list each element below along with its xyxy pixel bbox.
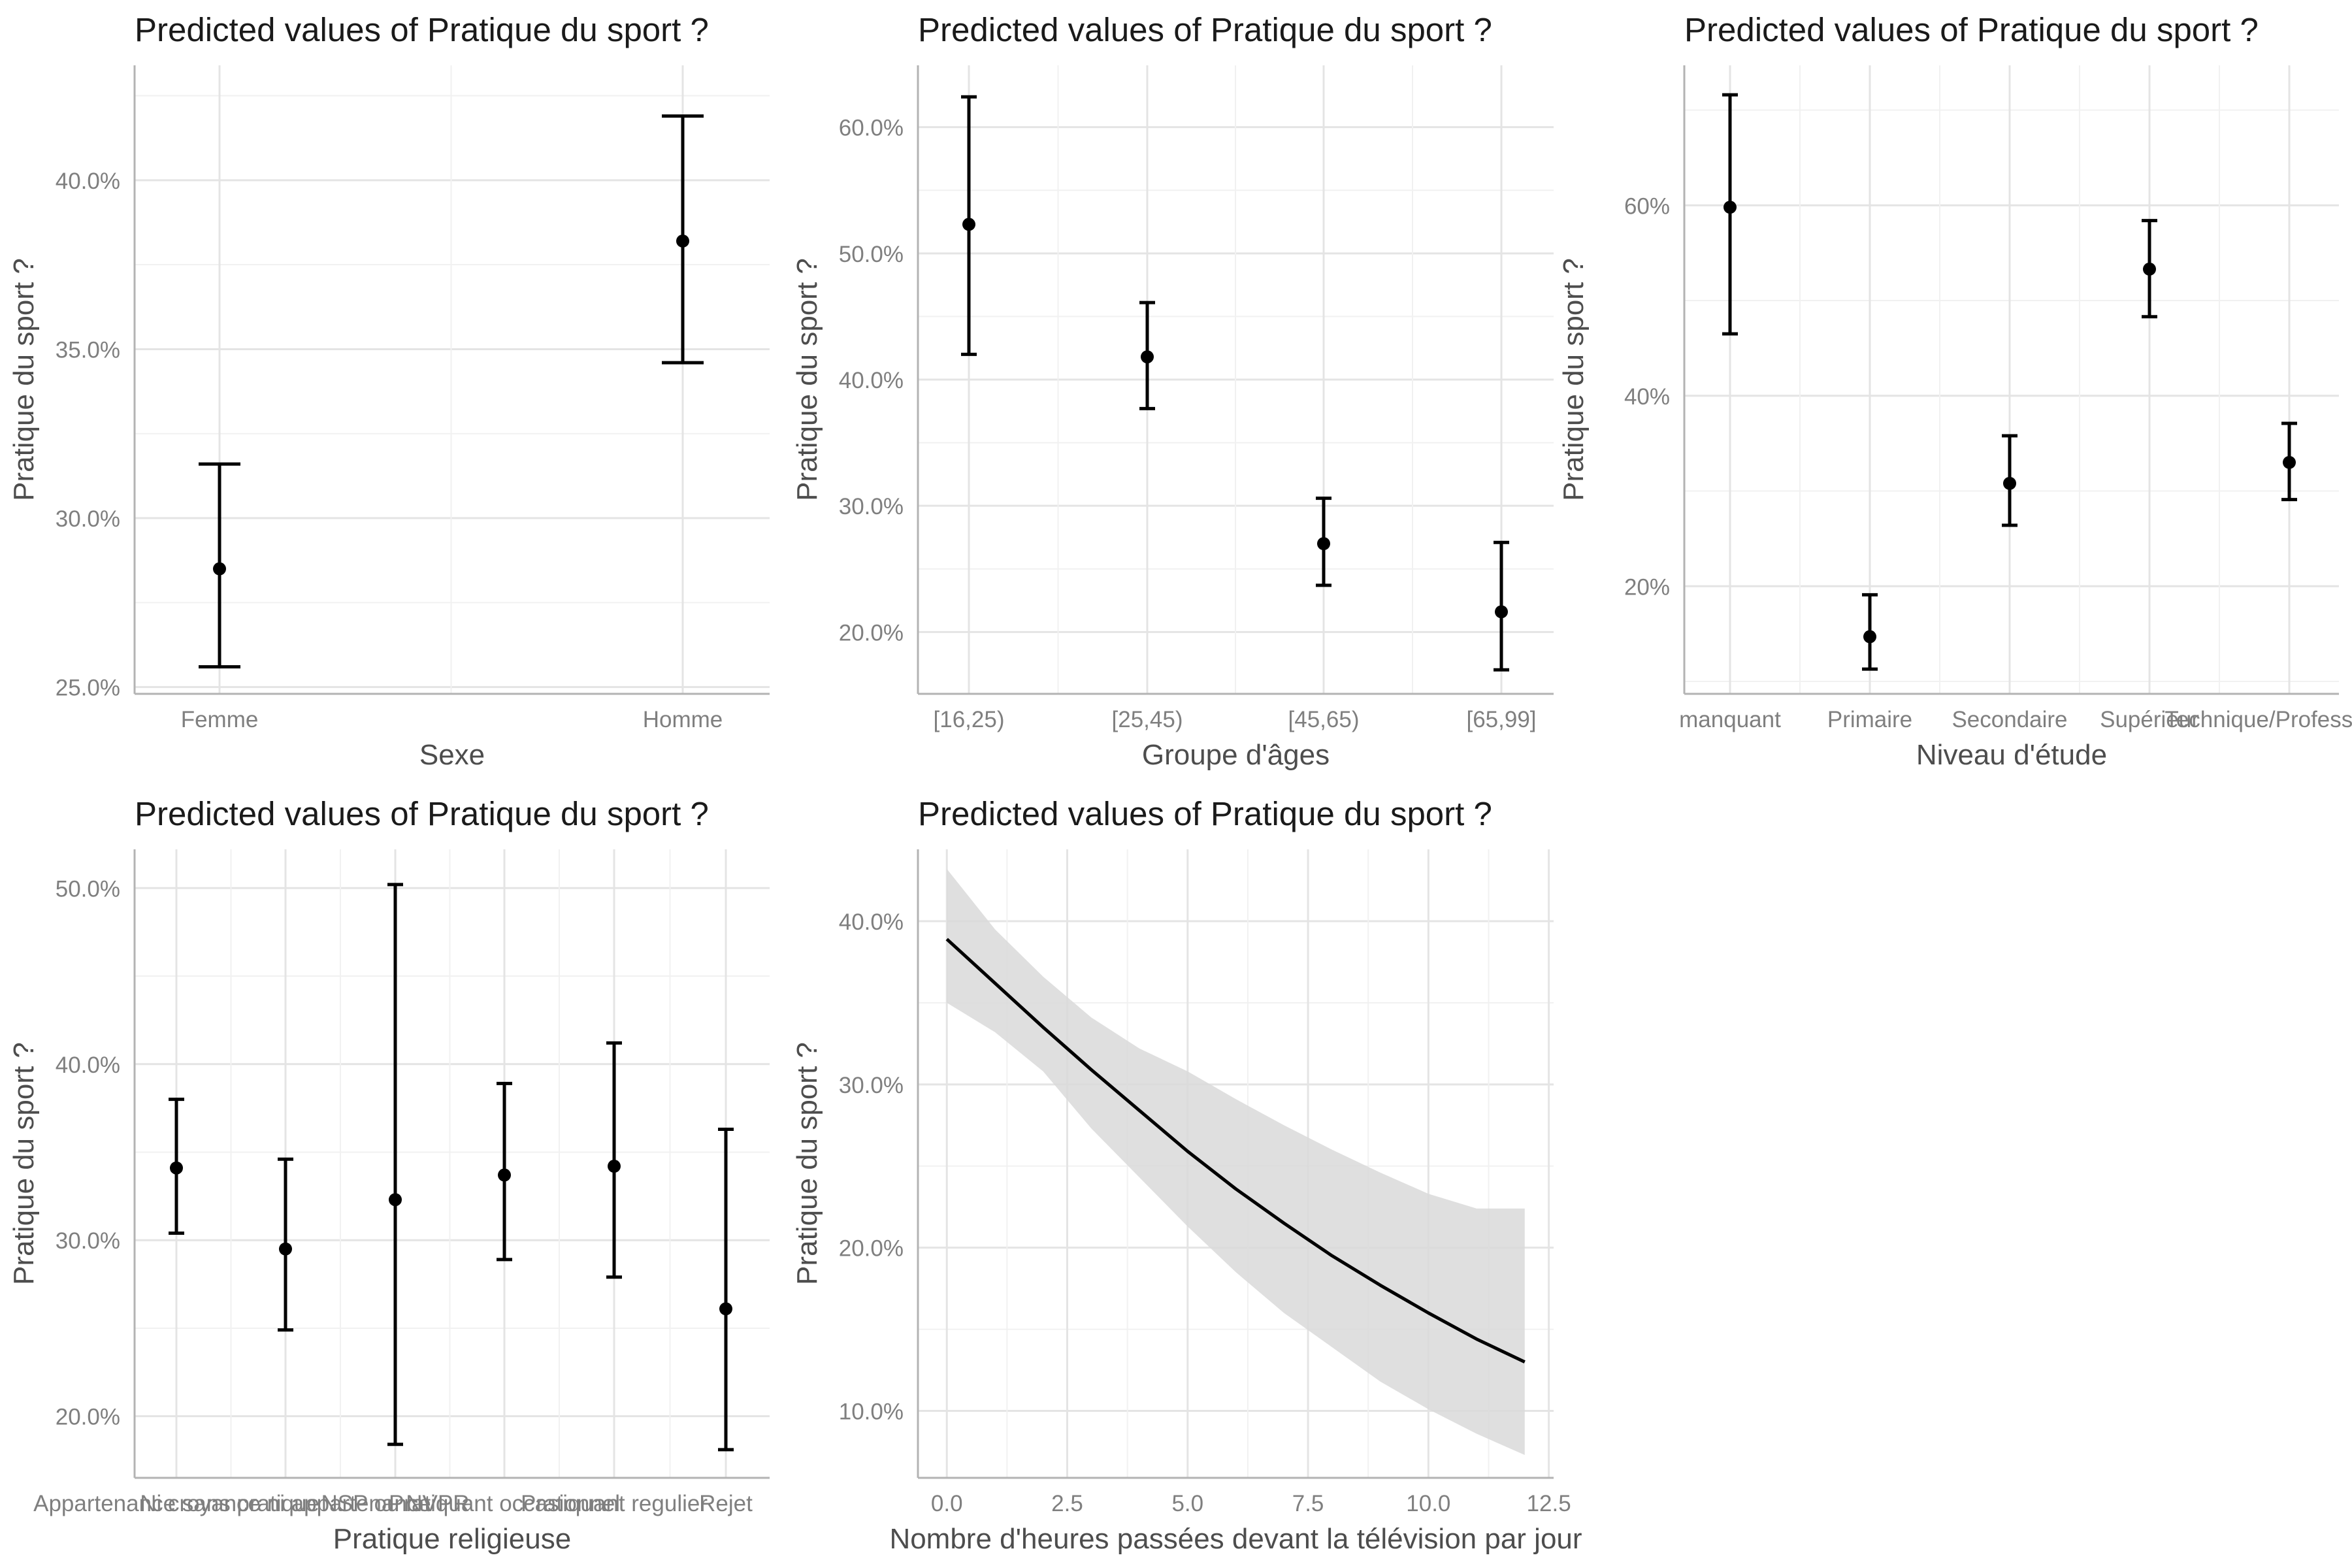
y-axis-label: Pratique du sport ? — [791, 1042, 823, 1285]
x-tick-label: Femme — [181, 707, 259, 732]
series-line — [945, 938, 1526, 1364]
x-tick-label: 2.5 — [1051, 1491, 1083, 1516]
chart-panel-3: 20% 40% 60% manquant Primaire Secondaire Supér… — [1558, 11, 2352, 771]
x-tick-label: [45,65) — [1288, 707, 1360, 732]
x-tick-label: 10.0 — [1406, 1491, 1450, 1516]
x-tick-label: Ni croyance ni appartenance — [140, 1491, 431, 1516]
x-tick-label: Technique/Professionnel — [2164, 707, 2352, 732]
estimate-point — [1495, 605, 1508, 619]
y-tick-label: 25.0% — [56, 676, 120, 701]
chart-panel-1: 25.0% 30.0% 35.0% 40.0% Femme Homme Predicted … — [8, 11, 770, 771]
estimate-point — [1863, 630, 1876, 644]
chart-title: Predicted values of Pratique du sport ? — [135, 795, 709, 832]
chart-title: Predicted values of Pratique du sport ? — [918, 11, 1492, 48]
chart-title: Predicted values of Pratique du sport ? — [1684, 11, 2259, 48]
y-tick-label: 35.0% — [56, 337, 120, 363]
y-tick-label: 30.0% — [56, 1228, 120, 1254]
y-tick-label: 40.0% — [56, 169, 120, 194]
estimate-point — [279, 1242, 292, 1256]
y-axis-label: Pratique du sport ? — [8, 258, 40, 501]
x-axis-label: Groupe d'âges — [1142, 739, 1330, 771]
x-tick-label: [25,45) — [1112, 707, 1183, 732]
confidence-band — [947, 868, 1525, 1456]
estimate-point — [389, 1193, 402, 1207]
chart-panel-5: 10.0% 20.0% 30.0% 40.0% 0.0 2.5 5.0 7.5 10.0 12.5… — [791, 795, 1582, 1555]
y-tick-label: 60.0% — [839, 116, 904, 141]
estimate-point — [962, 218, 975, 231]
estimate-point — [1141, 350, 1154, 364]
estimate-point — [608, 1160, 621, 1173]
y-tick-label: 20.0% — [839, 1236, 904, 1262]
x-tick-label: [65,99] — [1466, 707, 1536, 732]
y-axis-label: Pratique du sport ? — [8, 1042, 40, 1285]
estimate-point — [1723, 201, 1737, 214]
y-tick-label: 50.0% — [839, 242, 904, 267]
y-tick-label: 20.0% — [56, 1405, 120, 1430]
y-tick-label: 40.0% — [839, 909, 904, 935]
x-tick-label: [16,25) — [934, 707, 1005, 732]
estimate-point — [170, 1161, 183, 1175]
estimate-point — [213, 562, 226, 576]
y-axis-label: Pratique du sport ? — [791, 258, 823, 501]
y-tick-label: 10.0% — [839, 1399, 904, 1425]
y-axis-label: Pratique du sport ? — [1558, 258, 1590, 501]
chart-panel-4: 20.0% 30.0% 40.0% 50.0% Appartenance sans pr… — [8, 795, 770, 1555]
estimate-point — [676, 234, 689, 248]
estimate-point — [1317, 537, 1330, 551]
estimate-point — [498, 1168, 511, 1182]
x-tick-label: 0.0 — [931, 1491, 963, 1516]
y-tick-label: 30.0% — [839, 494, 904, 519]
y-tick-label: 40.0% — [839, 368, 904, 393]
y-tick-label: 30.0% — [839, 1073, 904, 1098]
x-axis-label: Sexe — [419, 739, 485, 771]
x-tick-label: Rejet — [699, 1491, 753, 1516]
x-tick-label: NSP ou NVPR — [321, 1491, 470, 1516]
estimate-point — [2143, 262, 2156, 276]
y-tick-label: 20.0% — [839, 620, 904, 645]
x-axis-label: Niveau d'étude — [1916, 739, 2107, 771]
x-tick-label: Supérieur — [2100, 707, 2199, 732]
y-tick-label: 20% — [1624, 574, 1670, 600]
estimate-point — [2283, 455, 2296, 469]
x-tick-label: 5.0 — [1171, 1491, 1203, 1516]
x-axis-label: Pratique religieuse — [333, 1523, 571, 1555]
x-tick-label: Secondaire — [1952, 707, 2067, 732]
y-tick-label: 30.0% — [56, 506, 120, 532]
y-tick-label: 50.0% — [56, 876, 120, 902]
x-tick-label: Pratiquant regulier — [521, 1491, 708, 1516]
y-tick-label: 40% — [1624, 384, 1670, 410]
y-tick-label: 40.0% — [56, 1053, 120, 1078]
chart-title: Predicted values of Pratique du sport ? — [918, 795, 1492, 832]
y-tick-label: 60% — [1624, 193, 1670, 219]
x-tick-label: 7.5 — [1292, 1491, 1324, 1516]
x-tick-label: manquant — [1679, 707, 1781, 732]
chart-panel-2: 20.0% 30.0% 40.0% 50.0% 60.0% [16,25) [25,45) [… — [791, 11, 1554, 771]
estimate-point — [719, 1302, 732, 1316]
x-tick-label: Homme — [643, 707, 723, 732]
x-tick-label: Appartenance sans pratique — [33, 1491, 319, 1516]
x-tick-label: 12.5 — [1527, 1491, 1571, 1516]
x-axis-label: Nombre d'heures passées devant la télévi… — [889, 1523, 1582, 1555]
chart-title: Predicted values of Pratique du sport ? — [135, 11, 709, 48]
x-tick-label: Pratiquant occasionnel — [389, 1491, 620, 1516]
x-tick-label: Primaire — [1827, 707, 1912, 732]
estimate-point — [2003, 476, 2016, 490]
